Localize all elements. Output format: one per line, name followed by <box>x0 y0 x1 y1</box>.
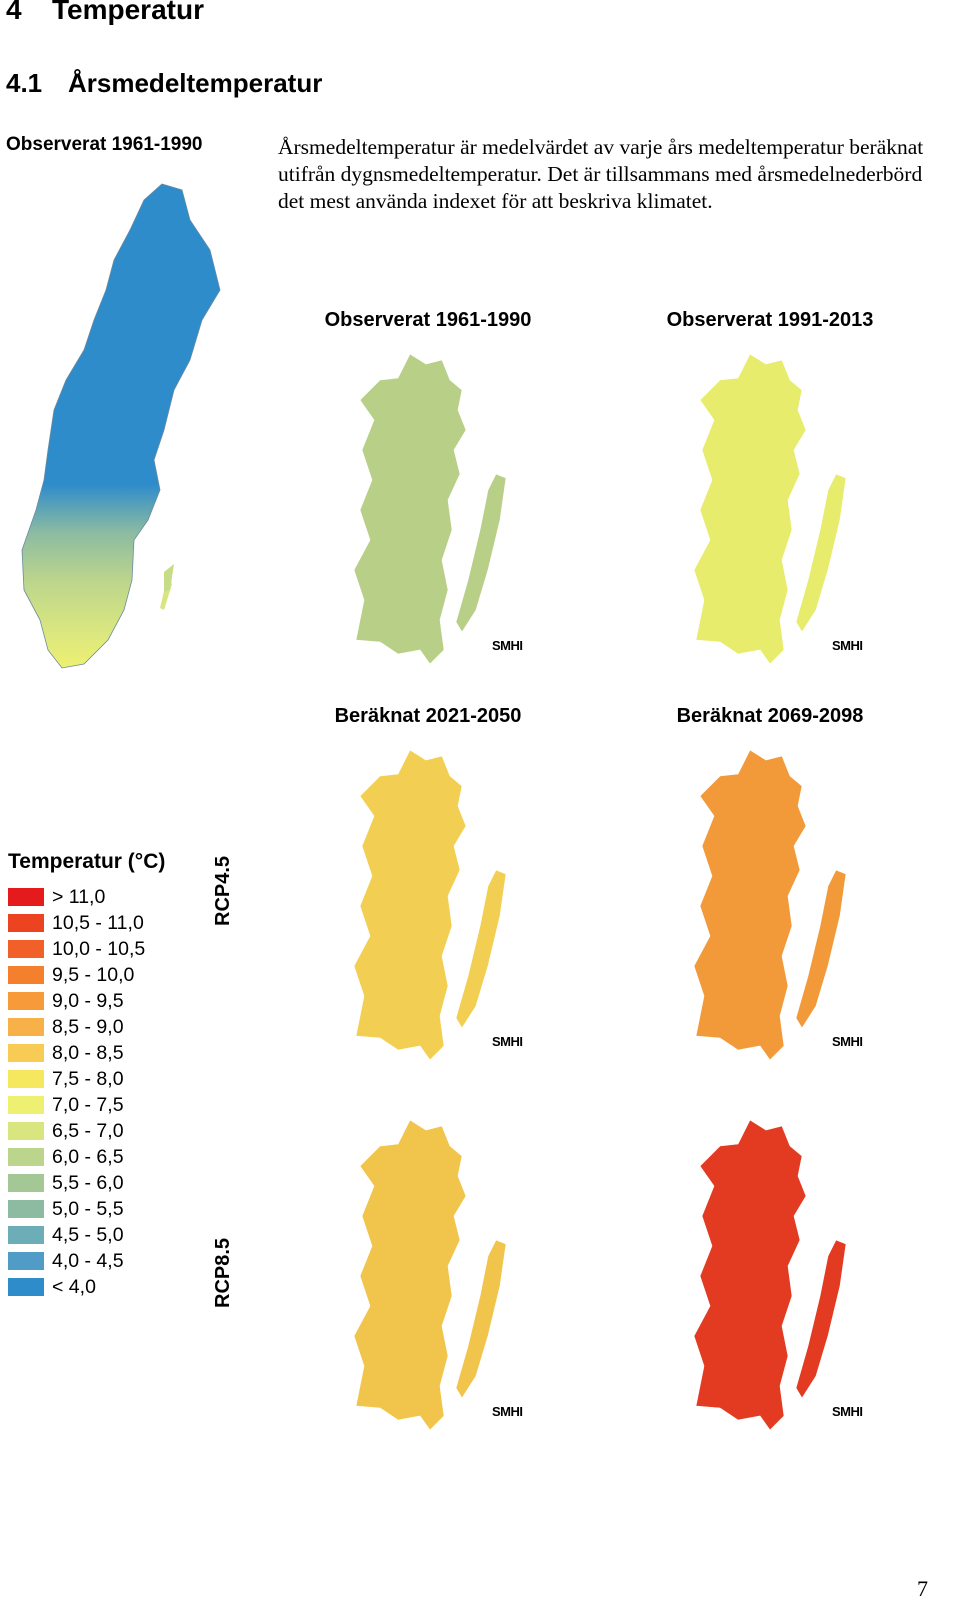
chapter-heading: 4 Temperatur <box>6 0 204 26</box>
legend-label: 5,0 - 5,5 <box>52 1197 124 1220</box>
legend-label: 10,0 - 10,5 <box>52 937 146 960</box>
region-map-6: SMHI <box>693 1119 863 1431</box>
legend-item: 10,0 - 10,5 <box>8 936 145 962</box>
region-mainland <box>693 1119 807 1431</box>
legend-label: 8,0 - 8,5 <box>52 1041 124 1064</box>
legend-label: > 11,0 <box>52 885 106 908</box>
smhi-logo: SMHI <box>832 1034 863 1049</box>
smhi-logo: SMHI <box>492 1404 523 1419</box>
region-mainland <box>353 749 467 1061</box>
region-mainland <box>353 353 467 665</box>
smhi-logo: SMHI <box>832 1404 863 1419</box>
smhi-logo: SMHI <box>492 638 523 653</box>
legend-item: > 11,0 <box>8 884 145 910</box>
legend-item: 9,5 - 10,0 <box>8 962 145 988</box>
legend-item: 5,5 - 6,0 <box>8 1170 145 1196</box>
region-island <box>455 1239 507 1399</box>
legend-swatch <box>8 888 44 906</box>
legend-label: 4,0 - 4,5 <box>52 1249 124 1272</box>
legend-swatch <box>8 1226 44 1244</box>
legend-label: 7,0 - 7,5 <box>52 1093 124 1116</box>
rcp85-label: RCP8.5 <box>212 1237 234 1308</box>
region-island <box>455 473 507 633</box>
legend-label: 6,5 - 7,0 <box>52 1119 124 1142</box>
gotland-island <box>164 564 174 592</box>
legend-swatch <box>8 1278 44 1296</box>
legend-item: 8,0 - 8,5 <box>8 1040 145 1066</box>
section-heading: 4.1 Årsmedeltemperatur <box>6 68 322 99</box>
map-title-3: Beräknat 2021-2050 <box>334 705 522 727</box>
legend-label: 5,5 - 6,0 <box>52 1171 124 1194</box>
legend-item: 7,0 - 7,5 <box>8 1092 145 1118</box>
legend-item: 4,0 - 4,5 <box>8 1248 145 1274</box>
section-title: Årsmedeltemperatur <box>68 68 323 98</box>
section-number: 4.1 <box>6 68 43 98</box>
chapter-title: Temperatur <box>52 0 204 25</box>
rcp45-label: RCP4.5 <box>212 855 234 926</box>
region-mainland <box>693 749 807 1061</box>
legend-label: 6,0 - 6,5 <box>52 1145 124 1168</box>
sweden-map-label: Observerat 1961-1990 <box>6 134 203 155</box>
legend-item: < 4,0 <box>8 1274 145 1300</box>
region-map-4: SMHI <box>693 749 863 1061</box>
map-title-1: Observerat 1961-1990 <box>324 309 532 331</box>
smhi-logo: SMHI <box>832 638 863 653</box>
legend-label: 7,5 - 8,0 <box>52 1067 124 1090</box>
region-island <box>795 1239 847 1399</box>
legend-swatch <box>8 1174 44 1192</box>
legend-swatch <box>8 1070 44 1088</box>
legend-swatch <box>8 1044 44 1062</box>
legend-item: 5,0 - 5,5 <box>8 1196 145 1222</box>
legend-label: 9,0 - 9,5 <box>52 989 124 1012</box>
region-map-5: SMHI <box>353 1119 523 1431</box>
region-island <box>795 473 847 633</box>
legend-label: 9,5 - 10,0 <box>52 963 135 986</box>
chapter-number: 4 <box>6 0 22 25</box>
map-title-4: Beräknat 2069-2098 <box>676 705 864 727</box>
legend-label: 8,5 - 9,0 <box>52 1015 124 1038</box>
legend-label: 4,5 - 5,0 <box>52 1223 124 1246</box>
legend-swatch <box>8 1122 44 1140</box>
legend-item: 6,0 - 6,5 <box>8 1144 145 1170</box>
legend-swatch <box>8 1252 44 1270</box>
legend-item: 4,5 - 5,0 <box>8 1222 145 1248</box>
sweden-mainland <box>21 183 221 669</box>
legend-label: 10,5 - 11,0 <box>52 911 144 934</box>
sweden-map <box>21 183 221 669</box>
legend-label: < 4,0 <box>52 1275 96 1298</box>
legend-swatch <box>8 1200 44 1218</box>
region-mainland <box>353 1119 467 1431</box>
legend-swatch <box>8 1018 44 1036</box>
legend-item: 10,5 - 11,0 <box>8 910 145 936</box>
legend: > 11,0 10,5 - 11,0 10,0 - 10,5 9,5 - 10,0 9,… <box>8 884 145 1300</box>
region-map-2: SMHI <box>693 353 863 665</box>
legend-item: 7,5 - 8,0 <box>8 1066 145 1092</box>
body-paragraph: Årsmedeltemperatur är medelvärdet av var… <box>278 135 924 213</box>
legend-swatch <box>8 1148 44 1166</box>
legend-item: 8,5 - 9,0 <box>8 1014 145 1040</box>
legend-swatch <box>8 992 44 1010</box>
region-island <box>455 869 507 1029</box>
legend-item: 6,5 - 7,0 <box>8 1118 145 1144</box>
legend-swatch <box>8 914 44 932</box>
legend-item: 9,0 - 9,5 <box>8 988 145 1014</box>
legend-swatch <box>8 1096 44 1114</box>
legend-swatch <box>8 966 44 984</box>
legend-title: Temperatur (°C) <box>8 850 166 873</box>
smhi-logo: SMHI <box>492 1034 523 1049</box>
region-island <box>795 869 847 1029</box>
legend-swatch <box>8 940 44 958</box>
page-number: 7 <box>917 1576 928 1601</box>
region-map-3: SMHI <box>353 749 523 1061</box>
region-mainland <box>693 353 807 665</box>
map-title-2: Observerat 1991-2013 <box>666 309 874 331</box>
region-map-1: SMHI <box>353 353 523 665</box>
